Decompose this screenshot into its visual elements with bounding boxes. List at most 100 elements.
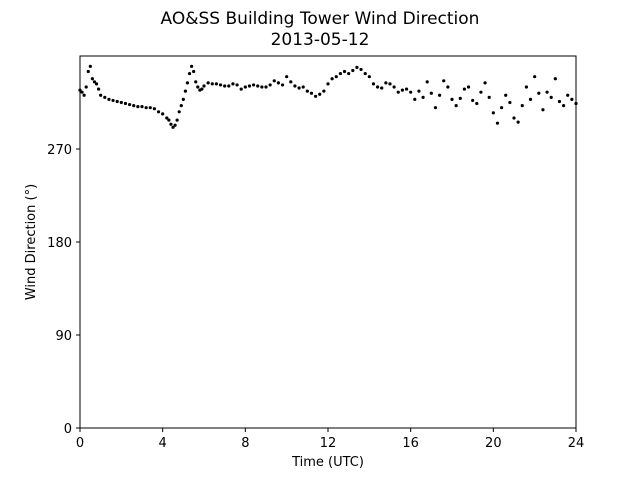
data-point — [318, 92, 322, 96]
data-point — [404, 87, 409, 91]
data-point — [107, 97, 111, 101]
data-point — [171, 125, 175, 129]
data-point — [231, 82, 235, 86]
data-point — [557, 99, 562, 104]
data-point — [500, 106, 504, 110]
data-point — [82, 93, 86, 97]
data-point — [533, 75, 537, 79]
data-point — [183, 89, 187, 93]
chart-title: AO&SS Building Tower Wind Direction — [161, 9, 480, 29]
data-point — [475, 101, 479, 106]
data-point — [136, 105, 140, 109]
data-point — [223, 84, 227, 88]
data-point — [326, 82, 330, 86]
data-point — [549, 95, 553, 99]
data-point — [99, 93, 103, 97]
data-point — [190, 64, 194, 68]
chart-subtitle: 2013-05-12 — [271, 30, 370, 50]
data-point — [280, 83, 285, 87]
x-tick-label: 0 — [76, 436, 84, 451]
data-point — [97, 87, 101, 91]
data-point — [128, 102, 132, 107]
data-point — [417, 89, 421, 93]
data-point — [483, 81, 487, 85]
data-point — [450, 97, 454, 101]
data-point — [185, 81, 190, 85]
data-point — [210, 82, 214, 86]
data-point — [566, 93, 570, 97]
data-point — [429, 91, 433, 95]
data-points — [78, 64, 578, 129]
data-point — [132, 104, 136, 108]
data-point — [351, 68, 355, 73]
data-point — [181, 97, 185, 101]
data-point — [202, 84, 206, 88]
axis-ticks: 0 4 8 12 16 20 24 0 90 180 270 — [47, 143, 584, 451]
data-point — [442, 79, 446, 83]
data-point — [173, 123, 177, 127]
data-point — [187, 71, 192, 76]
data-point — [367, 75, 371, 79]
data-point — [545, 90, 549, 94]
data-point — [289, 80, 293, 84]
data-point — [520, 104, 524, 108]
data-point — [192, 69, 196, 74]
data-point — [165, 116, 169, 120]
data-point — [86, 69, 90, 74]
data-point — [297, 86, 301, 90]
data-point — [111, 98, 115, 103]
data-point — [355, 65, 359, 69]
data-point — [90, 77, 94, 81]
data-point — [305, 89, 309, 93]
x-tick-label: 8 — [241, 436, 249, 451]
data-point — [88, 64, 92, 68]
x-tick-label: 20 — [485, 436, 502, 451]
data-point — [179, 104, 183, 108]
data-point — [206, 81, 210, 85]
data-point — [235, 83, 239, 87]
x-tick-label: 16 — [402, 436, 419, 451]
data-point — [144, 106, 148, 110]
data-point — [462, 87, 466, 91]
data-point — [471, 98, 475, 103]
y-axis-label: Wind Direction (°) — [24, 184, 39, 300]
data-point — [495, 121, 500, 125]
data-point — [479, 90, 483, 94]
data-point — [553, 77, 557, 81]
data-point — [276, 81, 280, 85]
data-point — [388, 82, 392, 86]
data-point — [380, 86, 384, 90]
x-tick-label: 24 — [568, 436, 585, 451]
data-point — [123, 101, 128, 106]
data-point — [425, 80, 429, 84]
data-point — [264, 85, 268, 89]
data-point — [272, 79, 276, 83]
data-point — [268, 83, 272, 87]
data-point — [330, 77, 334, 81]
data-point — [466, 85, 471, 89]
data-point — [342, 69, 347, 74]
data-point — [516, 120, 520, 124]
data-point — [285, 75, 289, 79]
data-point — [537, 91, 541, 95]
data-point — [396, 90, 400, 94]
data-point — [256, 84, 260, 88]
data-point — [301, 85, 305, 89]
data-point — [384, 81, 388, 85]
data-point — [512, 116, 516, 120]
data-point — [508, 100, 512, 105]
data-point — [376, 85, 380, 89]
data-point — [214, 82, 218, 86]
data-point — [80, 90, 84, 94]
data-point — [156, 110, 161, 114]
data-point — [487, 95, 491, 99]
data-point — [243, 85, 247, 89]
y-tick-label: 180 — [47, 236, 72, 251]
data-point — [103, 95, 107, 99]
data-point — [491, 111, 495, 115]
y-tick-label: 270 — [47, 143, 72, 158]
plot-area-frame — [79, 55, 577, 429]
data-point — [371, 82, 376, 86]
data-point — [421, 95, 425, 99]
